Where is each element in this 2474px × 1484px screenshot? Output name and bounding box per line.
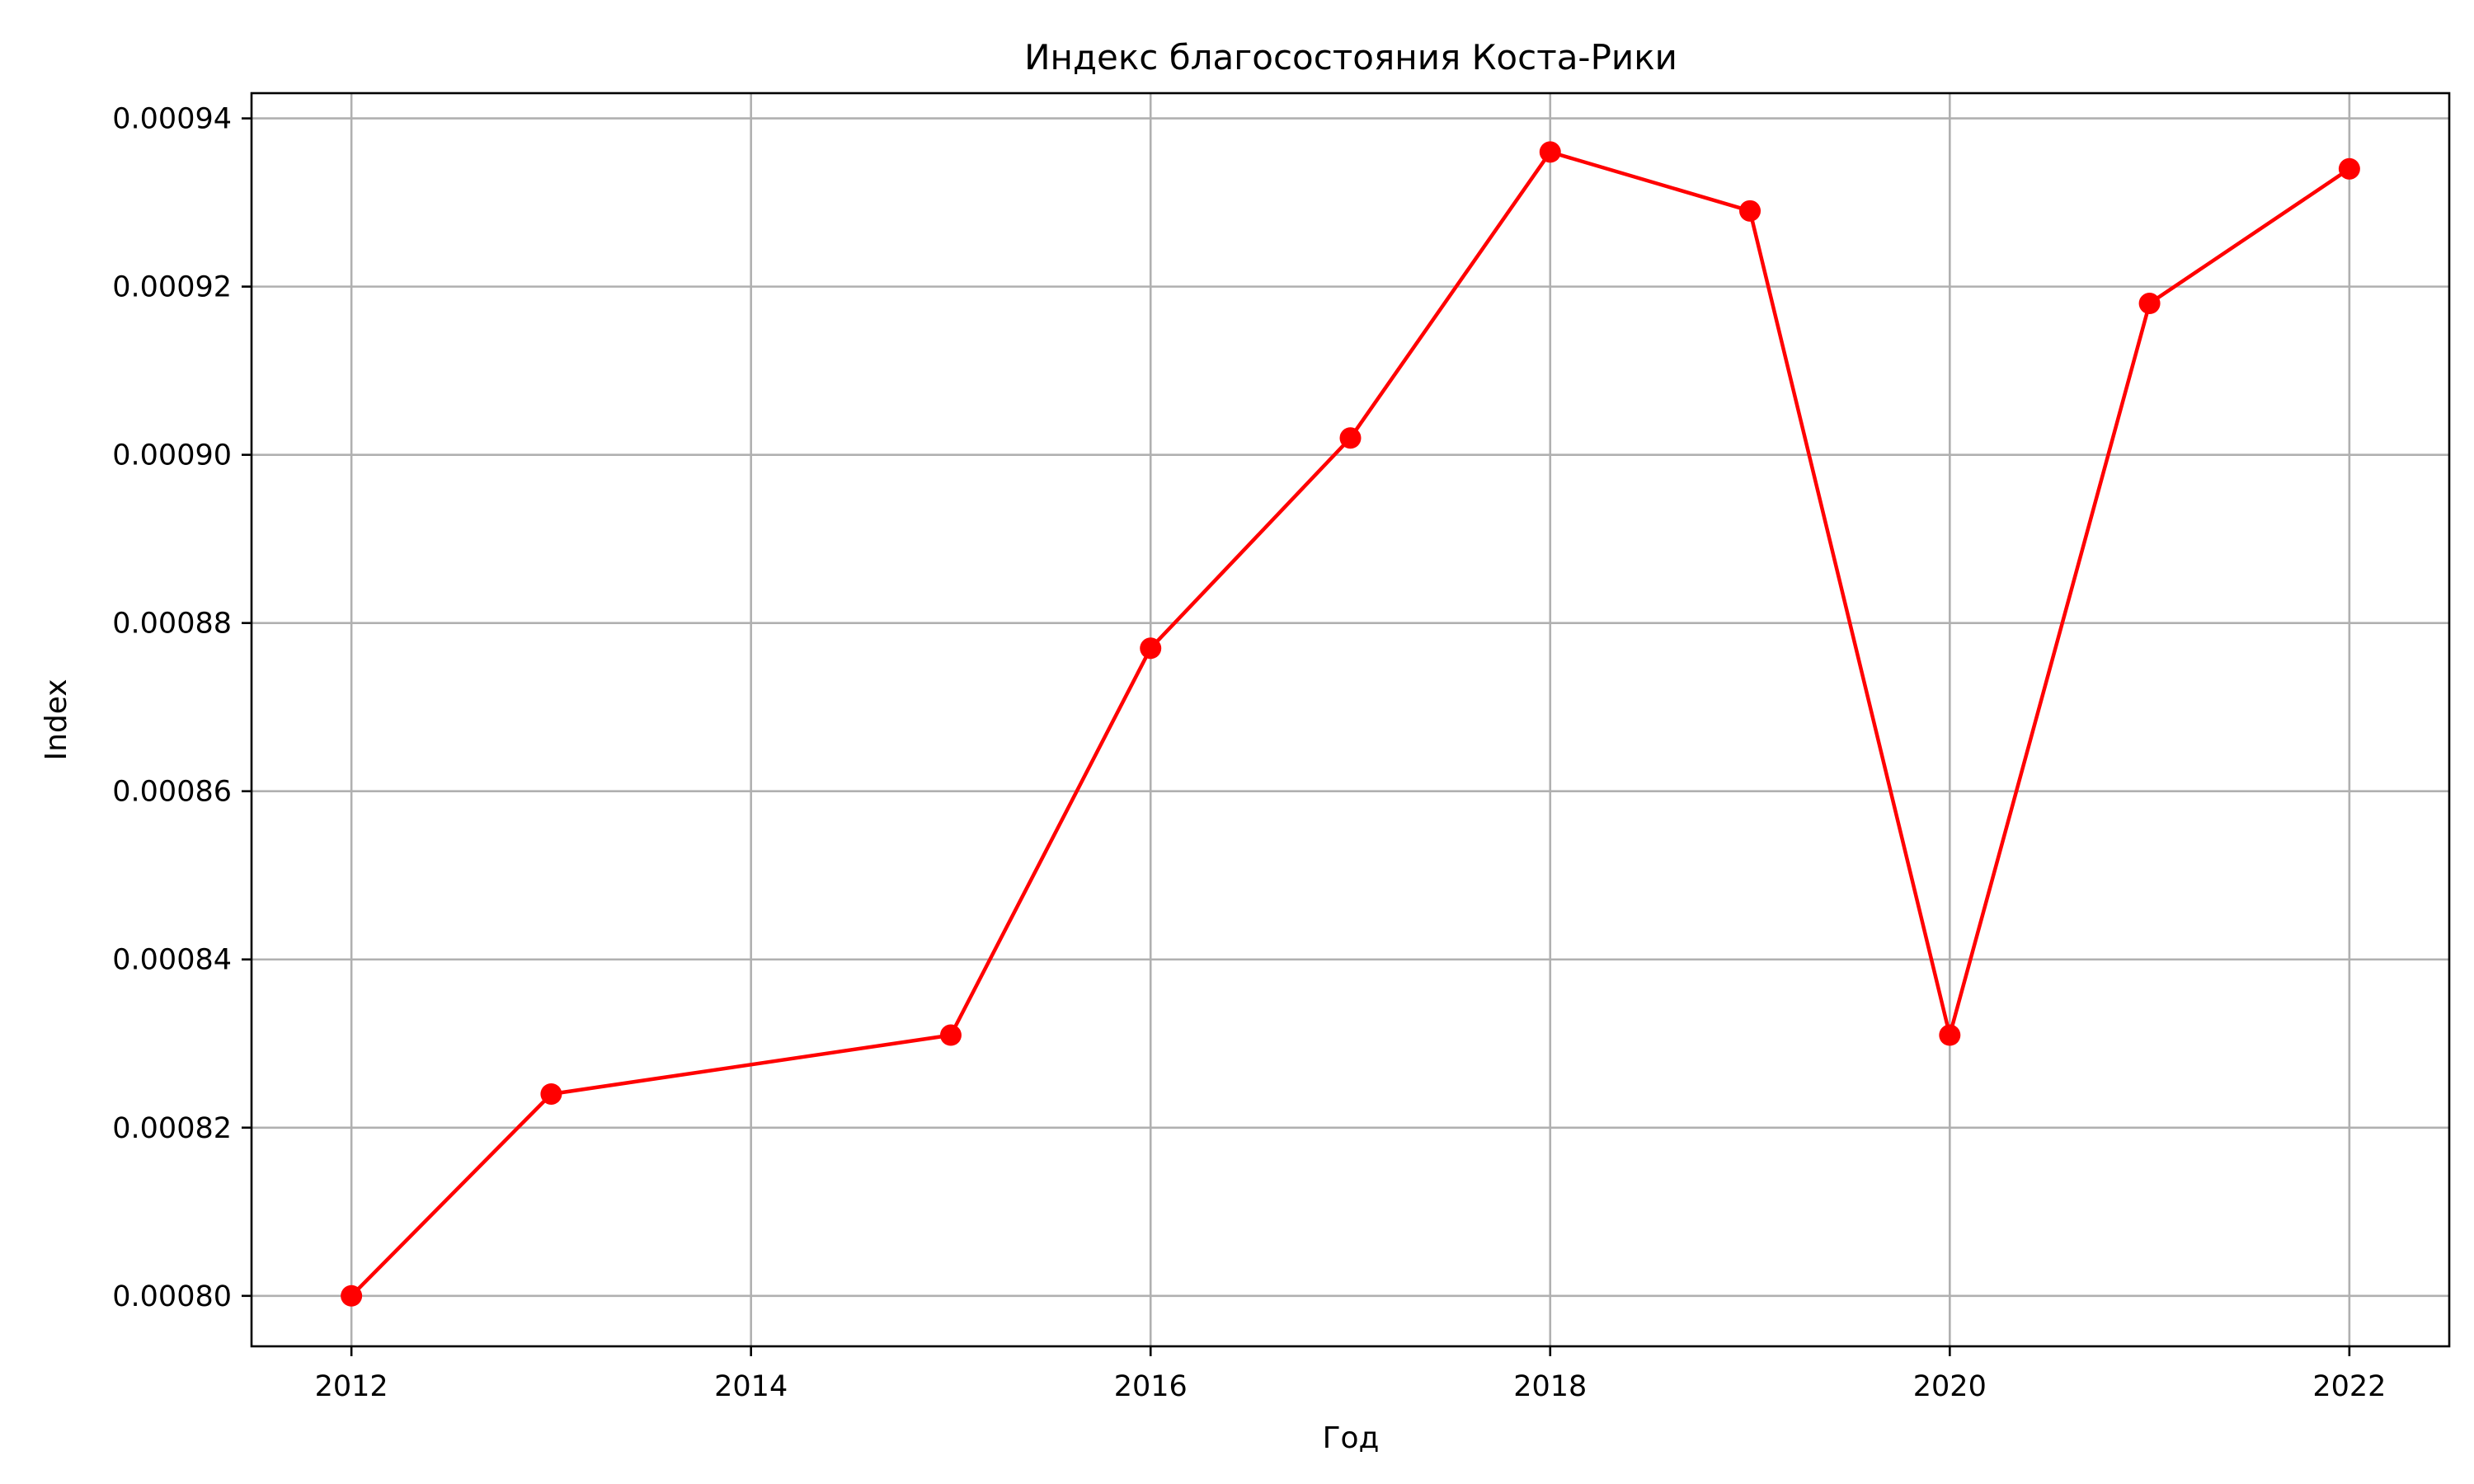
data-point [2138, 293, 2161, 315]
data-point [1339, 427, 1362, 449]
x-tick-label: 2016 [1114, 1370, 1188, 1403]
x-tick-label: 2012 [315, 1370, 388, 1403]
x-tick-label: 2014 [714, 1370, 788, 1403]
data-point [341, 1284, 363, 1307]
y-tick-label: 0.00092 [112, 271, 232, 304]
x-axis-label: Год [1323, 1421, 1380, 1455]
data-point [1140, 637, 1162, 660]
data-point [2338, 157, 2360, 180]
series-line [350, 150, 2351, 1298]
data-point [1939, 1024, 1961, 1046]
data-point [939, 1024, 962, 1046]
data-point [1739, 200, 1761, 222]
y-tick-label: 0.00088 [112, 608, 232, 641]
y-tick-label: 0.00094 [112, 103, 232, 136]
y-tick-label: 0.00084 [112, 944, 232, 977]
data-point [540, 1082, 562, 1105]
chart-title: Индекс благосостояния Коста-Рики [1024, 37, 1677, 77]
x-tick-label: 2018 [1513, 1370, 1587, 1403]
x-tick-label: 2020 [1913, 1370, 1987, 1403]
y-tick-label: 0.00082 [112, 1112, 232, 1145]
y-tick-label: 0.00080 [112, 1280, 232, 1313]
grid [252, 93, 2449, 1346]
plot-frame [250, 92, 2451, 1348]
data-point [1539, 141, 1561, 163]
y-tick-label: 0.00086 [112, 776, 232, 809]
axis-ticks: 2012 2014 2016 2018 2020 2022 0.00080 0.00082 0.… [112, 103, 2386, 1403]
y-tick-label: 0.00090 [112, 439, 232, 472]
y-axis-label: Index [40, 679, 73, 760]
series-layer [341, 141, 2360, 1307]
x-tick-label: 2022 [2312, 1370, 2386, 1403]
